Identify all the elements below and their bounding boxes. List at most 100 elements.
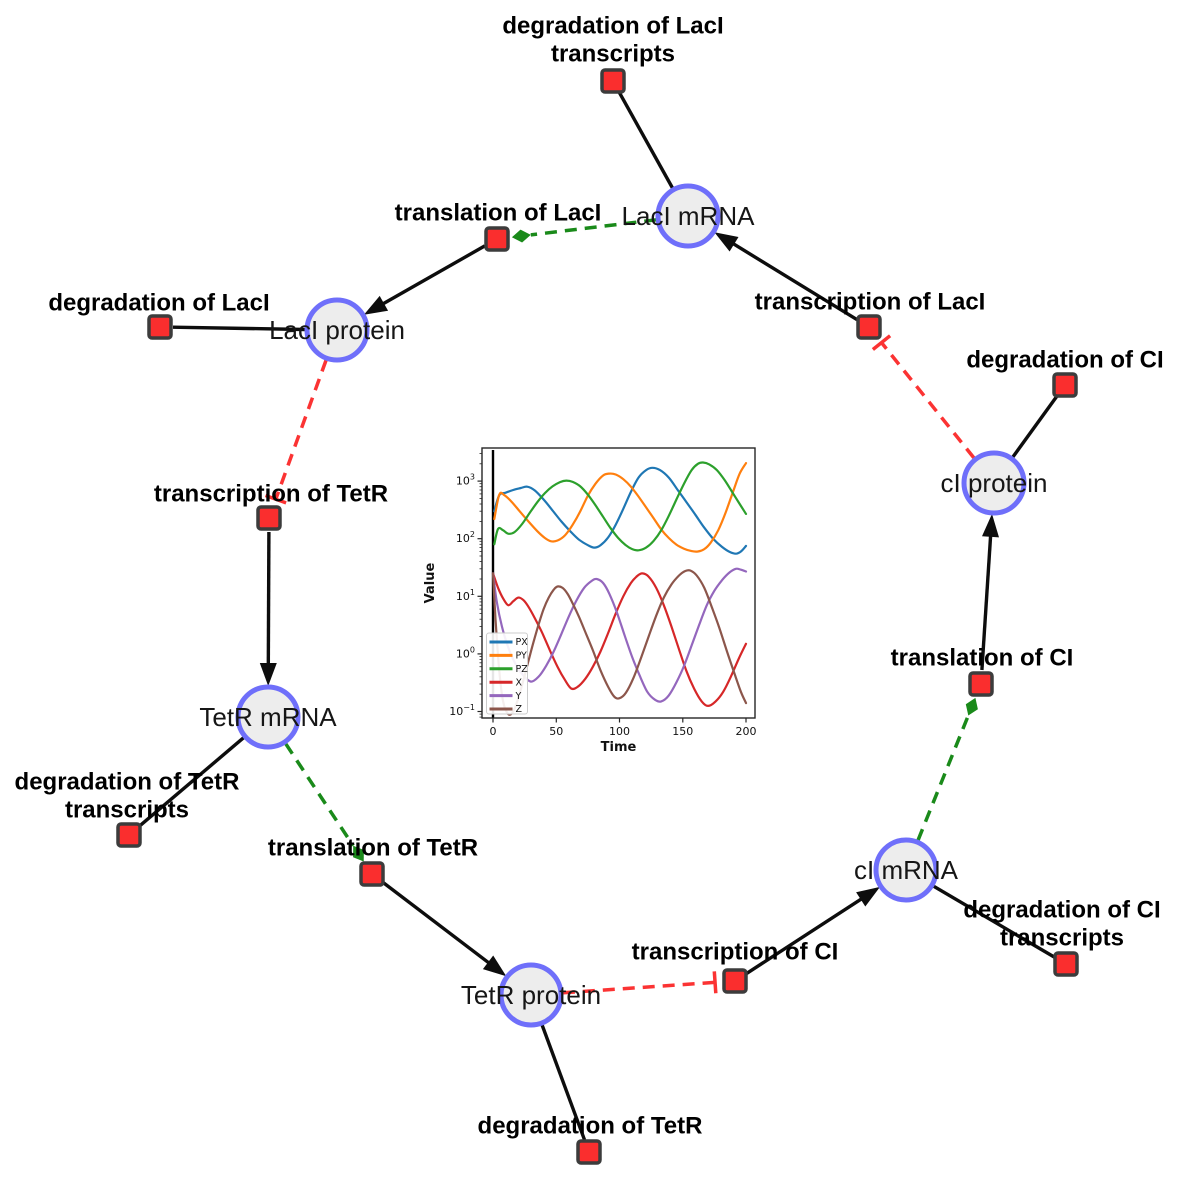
degradation-edge [137,736,245,828]
edge-laci_protein-deg_laci [172,325,306,332]
edges-layer [137,91,1059,1141]
y-tick-label: 10−1 [449,703,475,718]
reaction-label-tx_laci: transcription of LacI [755,288,986,315]
tee-bar-icon [871,334,892,351]
arrowhead-icon [259,663,277,686]
plot-frame [481,447,756,719]
degradation-edge [172,325,306,332]
species-node-ci_protein[interactable] [961,450,1027,516]
chart-legend: PX PY PZ XYZ [486,632,529,715]
legend-label-PY: PY [516,651,528,662]
reaction-label-deg_tetr: degradation of TetR [478,1112,703,1139]
legend-label-Z: Z [516,704,523,715]
reaction-node-deg_ci_tx[interactable] [1053,951,1079,977]
legend-label-Y: Y [515,691,522,702]
x-tick-label: 200 [736,725,757,738]
y-tick-label: 102 [456,530,475,545]
arrowhead-icon [482,955,507,977]
edge-tetr_mrna-tl_tetr [284,742,364,862]
species-node-laci_protein[interactable] [304,297,370,363]
arrowhead-icon [363,295,389,315]
reaction-node-tx_laci[interactable] [856,314,882,340]
diamond-arrowhead-icon [353,845,364,862]
series-curve-PY [493,462,748,553]
edge-tx_ci-ci_mrna [745,886,880,975]
reaction-node-deg_tetr[interactable] [576,1139,602,1165]
y-axis-label: Value [423,562,438,603]
series-curve-Y [491,567,748,703]
degradation-edge [617,91,674,189]
edge-laci_protein-tx_tetr [264,359,328,505]
series-curve-PZ [493,461,748,552]
modifier-edge [916,714,970,841]
degradation-edge [932,884,1056,959]
species-node-tetr_protein[interactable] [498,962,564,1028]
inhibition-edge [562,980,716,995]
reaction-label-deg_laci: degradation of LacI [48,289,269,316]
species-node-ci_mrna[interactable] [873,837,939,903]
diamond-arrowhead-icon [965,697,978,716]
reaction-label-tx_tetr: transcription of TetR [154,480,388,507]
modifier-edge [530,218,657,237]
reaction-label-tx_ci: transcription of CI [632,938,839,965]
reaction-label-tl_ci: translation of CI [891,644,1074,671]
degradation-edge [1011,394,1059,459]
reaction-node-tl_laci[interactable] [484,226,510,252]
edge-laci_mrna-deg_laci_tx [617,91,674,189]
series-curve-X [491,572,748,708]
species-label-tetr_mrna: TetR mRNA [199,702,337,732]
reaction-node-tx_tetr[interactable] [256,505,282,531]
species-node-laci_mrna[interactable] [655,183,721,249]
x-tick-label: 0 [490,725,497,738]
edge-tl_laci-laci_protein [363,244,486,315]
tee-bar-icon [712,971,718,994]
diamond-arrowhead-icon [511,229,531,243]
species-label-laci_protein: LacI protein [269,315,405,345]
reaction-node-deg_tetr_tx[interactable] [116,822,142,848]
species-label-ci_protein: cI protein [941,468,1048,498]
reaction-label-tl_laci: translation of LacI [395,199,602,226]
labels-layer: LacI mRNA LacI protein TetR mRNA TetR prote… [15,12,1164,1139]
legend-label-PX: PX [516,637,529,648]
edge-laci_mrna-tl_laci [511,218,657,243]
reaction-label-deg_laci_tx-line2: transcripts [551,40,675,67]
reaction-label-deg_tetr_tx-line1: degradation of TetR [15,768,240,795]
reaction-node-tx_ci[interactable] [722,968,748,994]
y-tick-label: 101 [456,588,475,603]
reaction-node-deg_laci[interactable] [147,314,173,340]
reaction-product-edge [729,240,858,322]
nodes-layer [116,68,1079,1165]
edge-tetr_protein-tx_ci [562,971,718,995]
edge-tl_tetr-tetr_protein [382,881,507,977]
species-node-tetr_mrna[interactable] [235,684,301,750]
edge-tetr_mrna-deg_tetr_tx [137,736,245,828]
arrowhead-icon [982,513,999,538]
reaction-product-edge [379,244,486,307]
reaction-node-deg_laci_tx[interactable] [600,68,626,94]
series-curve-PX [493,466,748,555]
reaction-label-deg_laci_tx-line1: degradation of LacI [502,12,723,39]
degradation-edge [540,1024,587,1141]
reaction-node-tl_tetr[interactable] [359,861,385,887]
arrowhead-icon [856,886,880,907]
x-axis-label: Time [601,740,637,755]
reaction-node-deg_ci[interactable] [1052,372,1078,398]
reaction-product-edge [745,895,866,975]
legend-box [486,632,528,715]
reaction-product-edge [980,532,993,671]
reaction-label-deg_ci_tx-line2: transcripts [1000,924,1124,951]
arrowhead-icon [714,232,739,252]
modifier-edge [284,742,355,847]
reaction-node-tl_ci[interactable] [968,671,994,697]
reaction-label-deg_tetr_tx-line2: transcripts [65,796,189,823]
edge-ci_mrna-deg_ci_tx [932,884,1056,959]
reaction-label-deg_ci_tx-line1: degradation of CI [963,896,1160,923]
edge-ci_protein-tx_laci [871,334,976,460]
reaction-product-edge [382,881,493,967]
edge-tx_laci-laci_mrna [714,232,858,322]
edge-tx_tetr-tetr_mrna [259,531,277,686]
edge-tl_ci-ci_protein [980,513,999,671]
